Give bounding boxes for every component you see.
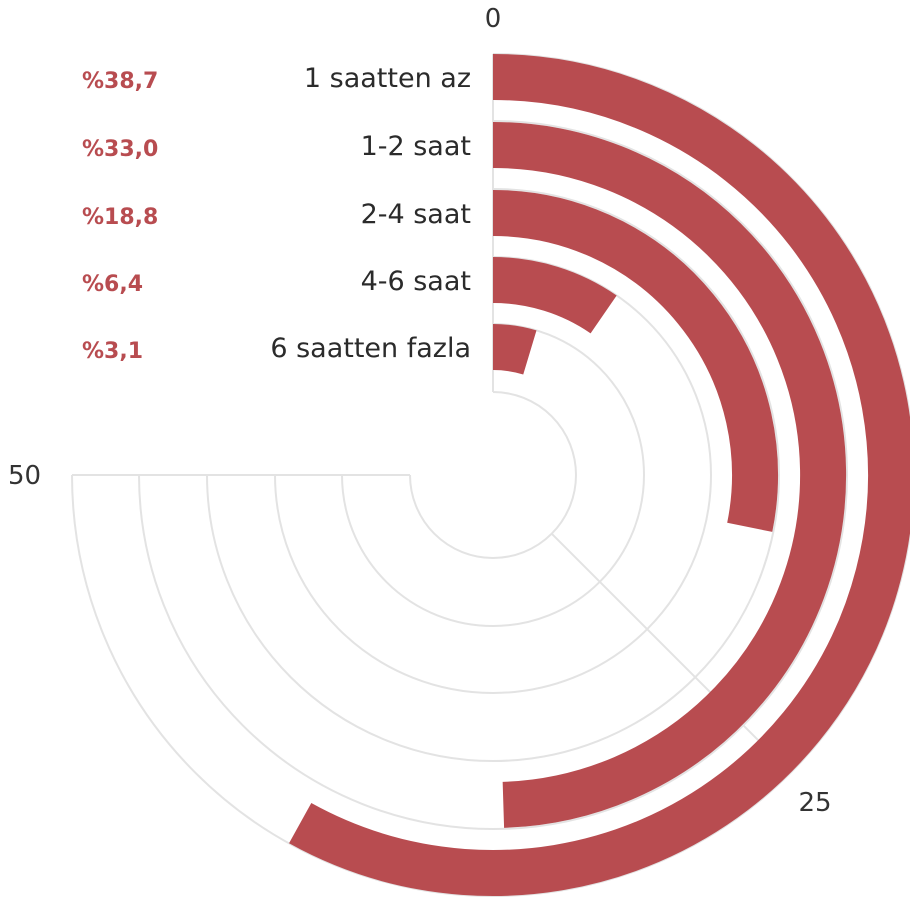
bar-5 (492, 324, 537, 375)
category-label: 1 saatten az (304, 63, 471, 94)
tick-label-0: 0 (485, 4, 502, 34)
value-label: %18,8 (82, 205, 158, 230)
value-label: %6,4 (82, 272, 143, 297)
grid-spoke-25 (550, 532, 792, 774)
value-label: %3,1 (82, 339, 143, 364)
category-label: 1-2 saat (361, 131, 471, 162)
category-label: 6 saatten fazla (270, 333, 471, 364)
grid-arc-1 (409, 391, 577, 559)
chart-bars (289, 54, 910, 896)
value-label: %33,0 (82, 137, 158, 162)
tick-label-25: 25 (798, 788, 831, 818)
value-label: %38,7 (82, 69, 158, 94)
bar-3 (492, 190, 778, 532)
bar-2 (492, 122, 847, 828)
category-label: 2-4 saat (361, 199, 471, 230)
chart-labels: 1 saatten az %38,7 1-2 saat %33,0 2-4 saat %1… (8, 4, 832, 818)
bar-4 (492, 257, 617, 334)
bar-1 (289, 54, 910, 896)
tick-label-50: 50 (8, 461, 41, 491)
category-label: 4-6 saat (361, 266, 471, 297)
